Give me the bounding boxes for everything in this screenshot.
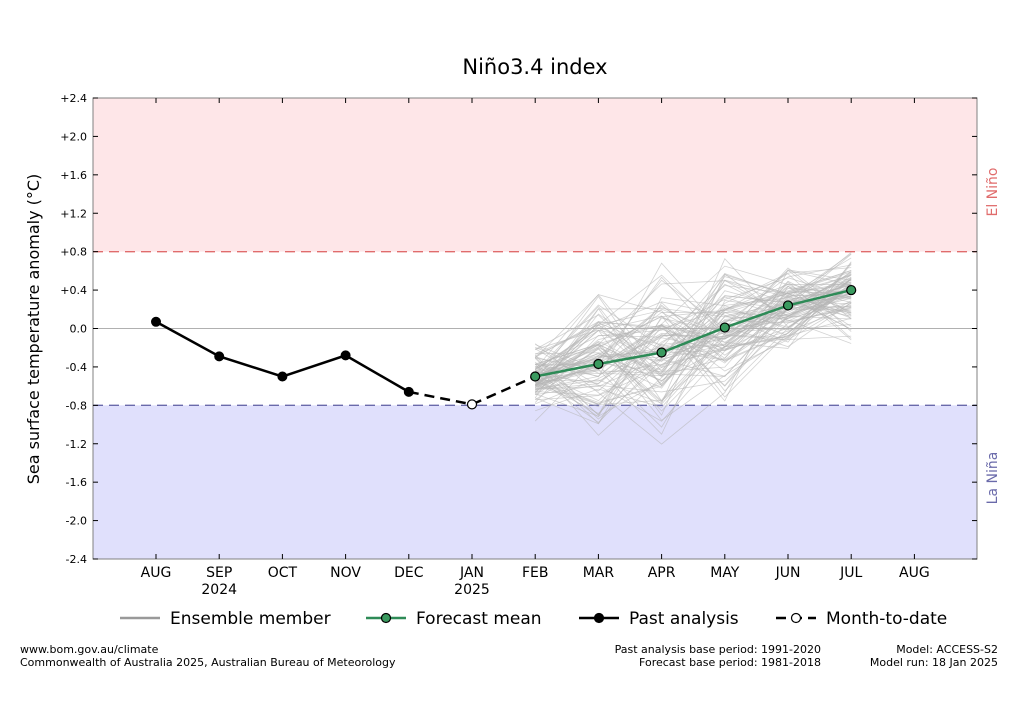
footer-right: Model: ACCESS-S2 Model run: 18 Jan 2025 [820, 643, 998, 669]
ensemble-member-line [534, 264, 852, 385]
ensemble-member-line [534, 297, 852, 416]
legend: Ensemble member Forecast mean Past analy… [120, 609, 947, 629]
el-nino-band [93, 98, 977, 252]
ensemble-member-line [535, 275, 852, 375]
ensemble-member-line [534, 302, 852, 387]
x-tick-label: NOV [330, 565, 361, 581]
ensemble-member-line [534, 279, 852, 420]
x-tick-label: AUG [899, 565, 930, 581]
ensemble-member-line [535, 269, 852, 382]
x-tick-label: AUG [141, 565, 172, 581]
x-tick-label: SEP [206, 565, 232, 581]
forecast-mean-point [719, 322, 730, 333]
ensemble-member-line [534, 281, 852, 425]
ensemble-members [534, 252, 852, 445]
past-analysis-point [403, 386, 414, 397]
y-axis: +2.4 +2.0 +1.6 +1.2 +0.8 +0.4 0.0 -0.4 -0.8 -1.2 -… [60, 92, 977, 566]
ensemble-member-line [535, 257, 852, 404]
legend-ensemble-label: Ensemble member [170, 609, 331, 629]
ensemble-member-line [535, 276, 852, 405]
y-tick-label: -0.4 [66, 361, 87, 374]
ensemble-member-line [534, 292, 852, 436]
x-tick-label: JUN [775, 565, 801, 581]
ensemble-member-line [534, 284, 852, 370]
ensemble-member-line [535, 267, 852, 377]
legend-past-label: Past analysis [629, 609, 739, 629]
y-tick-label: -2.0 [66, 515, 87, 528]
x-tick-year-label: 2025 [454, 582, 490, 598]
y-tick-label: +2.4 [60, 92, 87, 105]
y-tick-label: 0.0 [70, 323, 88, 336]
footer-middle: Past analysis base period: 1991-2020 For… [540, 643, 821, 669]
forecast-mean-point [782, 300, 794, 311]
y-tick-label: +0.8 [60, 246, 87, 259]
footer-forecast-base-period: Forecast base period: 1981-2018 [639, 656, 821, 669]
legend-mtd-label: Month-to-date [826, 609, 947, 629]
ensemble-member-line [535, 286, 852, 390]
x-tick-label: MAR [583, 565, 615, 581]
y-tick-label: -0.8 [66, 399, 87, 412]
x-tick-label: OCT [268, 565, 298, 581]
legend-forecast-marker [380, 612, 392, 624]
ensemble-member-line [535, 274, 852, 389]
legend-forecast-label: Forecast mean [416, 609, 542, 629]
month-to-date-dashed-in [408, 390, 473, 406]
ensemble-member-line [535, 257, 852, 367]
y-axis-label: Sea surface temperature anomaly (°C) [24, 174, 43, 485]
ensemble-member-line [535, 277, 852, 390]
y-tick-label: -1.6 [66, 476, 87, 489]
ensemble-member-line [534, 280, 852, 385]
threshold-bands [93, 98, 977, 559]
x-tick-label: FEB [522, 565, 549, 581]
past-analysis-point [277, 371, 288, 382]
ensemble-member-line [534, 294, 852, 372]
footer-website: www.bom.gov.au/climate [20, 643, 159, 656]
legend-past-marker [593, 612, 605, 624]
y-tick-label: +2.0 [60, 130, 87, 143]
forecast-mean-point [530, 371, 541, 382]
y-tick-label: +0.4 [60, 284, 87, 297]
y-tick-label: -2.4 [66, 553, 87, 566]
ensemble-member-line [535, 270, 852, 378]
footer-model: Model: ACCESS-S2 [896, 643, 998, 656]
forecast-mean-point [656, 347, 667, 358]
x-tick-year-label: 2024 [201, 582, 237, 598]
past-analysis-point [340, 350, 351, 361]
el-nino-label: El Niño [985, 168, 1001, 217]
ensemble-member-line [535, 293, 852, 377]
ensemble-member-line [535, 284, 852, 377]
y-tick-label: -1.2 [66, 438, 87, 451]
x-tick-label: JUL [839, 565, 862, 581]
past-analysis-point [151, 316, 161, 327]
forecast-mean-point [846, 284, 857, 296]
forecast-mean-point [593, 358, 604, 370]
footer-past-base-period: Past analysis base period: 1991-2020 [614, 643, 821, 656]
footer-left: www.bom.gov.au/climate Commonwealth of A… [20, 643, 395, 669]
la-nina-label: La Niña [985, 452, 1001, 505]
forecast-mean-line [534, 288, 852, 378]
y-tick-label: +1.2 [60, 207, 87, 220]
ensemble-member-line [535, 284, 852, 377]
past-analysis-point [214, 351, 225, 362]
footer-copyright: Commonwealth of Australia 2025, Australi… [20, 656, 396, 669]
footer-model-run: Model run: 18 Jan 2025 [869, 656, 998, 669]
ensemble-member-line [535, 270, 852, 385]
x-tick-label: APR [648, 565, 676, 581]
legend-mtd-marker [790, 612, 802, 624]
x-tick-label: DEC [394, 565, 424, 581]
la-nina-band [93, 405, 977, 559]
ensemble-member-line [535, 300, 852, 412]
chart-title: Niño3.4 index [462, 55, 607, 79]
month-to-date-point [466, 399, 478, 410]
series-markers [151, 284, 857, 410]
month-to-date-dashed-out [471, 375, 536, 406]
ensemble-member-line [535, 277, 852, 369]
x-tick-label: JAN [459, 565, 484, 581]
y-tick-label: +1.6 [60, 169, 87, 182]
x-tick-label: MAY [710, 565, 740, 581]
